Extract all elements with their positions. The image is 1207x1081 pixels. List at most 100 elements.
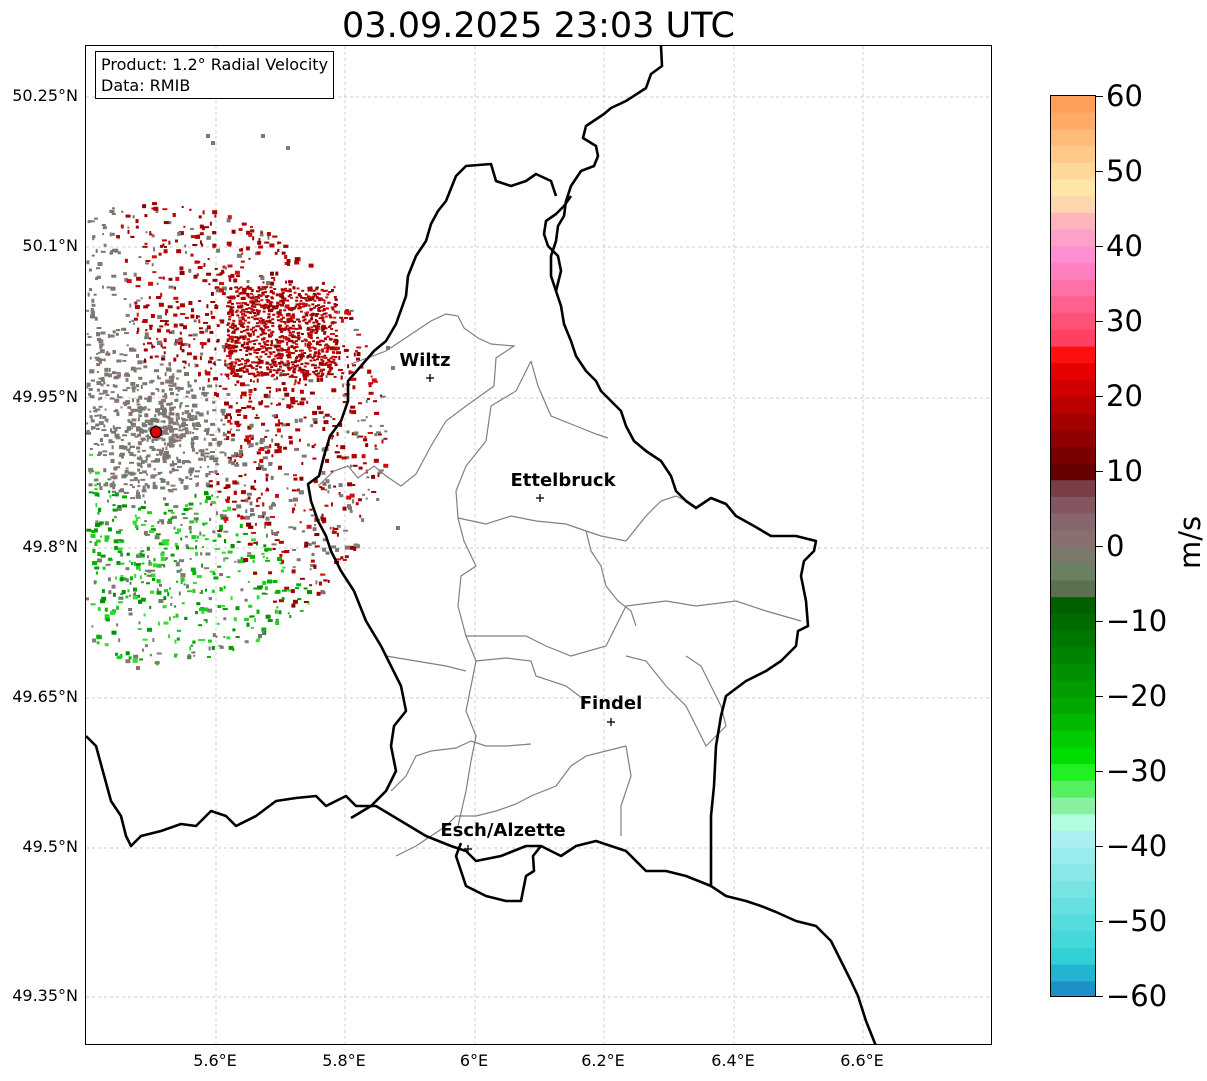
colorbar-band xyxy=(1051,112,1095,130)
colorbar-band xyxy=(1051,630,1095,648)
colorbar-band xyxy=(1051,964,1095,982)
colorbar-band xyxy=(1051,146,1095,164)
colorbar-tick-mark xyxy=(1096,846,1103,847)
colorbar-tick-mark xyxy=(1096,321,1103,322)
colorbar-band xyxy=(1051,647,1095,665)
colorbar-band xyxy=(1051,663,1095,682)
national-borders xyxy=(86,46,877,1044)
colorbar-band xyxy=(1051,346,1095,364)
colorbar-band xyxy=(1051,613,1095,632)
colorbar-band xyxy=(1051,96,1095,114)
city-markers xyxy=(426,374,615,853)
colorbar-band xyxy=(1051,847,1095,865)
colorbar-band xyxy=(1051,981,1095,996)
colorbar-band xyxy=(1051,547,1095,565)
lon-tick-label: 5.6°E xyxy=(193,1051,237,1070)
colorbar-unit-label: m/s xyxy=(1173,515,1207,569)
colorbar-tick-label: −30 xyxy=(1106,754,1168,788)
colorbar-tick-label: −60 xyxy=(1106,979,1168,1013)
colorbar-tick-mark xyxy=(1096,246,1103,247)
colorbar-band xyxy=(1051,162,1095,181)
product-info-box: Product: 1.2° Radial Velocity Data: RMIB xyxy=(95,51,335,99)
colorbar-band xyxy=(1051,212,1095,231)
colorbar-band xyxy=(1051,563,1095,581)
colorbar-tick-label: 10 xyxy=(1106,454,1143,488)
colorbar-band xyxy=(1051,229,1095,247)
colorbar-tick-label: −50 xyxy=(1106,904,1168,938)
colorbar-band xyxy=(1051,179,1095,197)
map-panel[interactable] xyxy=(85,45,992,1045)
colorbar-tick-label: −20 xyxy=(1106,679,1168,713)
colorbar-band xyxy=(1051,530,1095,548)
colorbar-band xyxy=(1051,196,1095,214)
gridlines xyxy=(86,46,991,1044)
lon-tick-label: 6.2°E xyxy=(581,1051,625,1070)
colorbar-band xyxy=(1051,797,1095,815)
colorbar-band xyxy=(1051,446,1095,465)
lat-tick-label: 49.8°N xyxy=(22,537,78,556)
lon-tick-label: 6°E xyxy=(459,1051,489,1070)
velocity-colorbar xyxy=(1050,95,1096,997)
map-title: 03.09.2025 23:03 UTC xyxy=(342,6,735,46)
colorbar-band xyxy=(1051,597,1095,615)
colorbar-tick-mark xyxy=(1096,96,1103,97)
colorbar-tick-label: 30 xyxy=(1106,304,1143,338)
colorbar-tick-label: −40 xyxy=(1106,829,1168,863)
colorbar-band xyxy=(1051,714,1095,732)
colorbar-band xyxy=(1051,814,1095,832)
colorbar-band xyxy=(1051,129,1095,147)
lon-tick-label: 6.4°E xyxy=(711,1051,755,1070)
canton-borders xyxy=(317,313,802,857)
colorbar-tick-mark xyxy=(1096,396,1103,397)
colorbar-tick-label: −10 xyxy=(1106,604,1168,638)
colorbar-tick-label: 60 xyxy=(1106,79,1143,113)
colorbar-band xyxy=(1051,363,1095,381)
colorbar-band xyxy=(1051,463,1095,481)
colorbar-band xyxy=(1051,246,1095,264)
colorbar-band xyxy=(1051,881,1095,899)
city-label-ettelbruck: Ettelbruck xyxy=(510,470,616,491)
city-label-esch-alzette: Esch/Alzette xyxy=(440,820,566,841)
colorbar-tick-label: 20 xyxy=(1106,379,1143,413)
colorbar-band xyxy=(1051,747,1095,765)
colorbar-band xyxy=(1051,680,1095,698)
colorbar-band xyxy=(1051,279,1095,298)
colorbar-band xyxy=(1051,263,1095,281)
lat-tick-label: 49.35°N xyxy=(12,986,78,1005)
data-source-label: Data: RMIB xyxy=(101,76,191,95)
colorbar-band xyxy=(1051,897,1095,916)
colorbar-tick-mark xyxy=(1096,546,1103,547)
product-label: Product: 1.2° Radial Velocity xyxy=(101,55,329,74)
lat-tick-label: 50.1°N xyxy=(22,236,78,255)
colorbar-band xyxy=(1051,513,1095,531)
colorbar-tick-mark xyxy=(1096,996,1103,997)
colorbar-tick-mark xyxy=(1096,921,1103,922)
colorbar-tick-label: 50 xyxy=(1106,154,1143,188)
lon-tick-label: 5.8°E xyxy=(322,1051,366,1070)
colorbar-band xyxy=(1051,914,1095,932)
colorbar-tick-label: 40 xyxy=(1106,229,1143,263)
lat-tick-label: 50.25°N xyxy=(12,86,78,105)
colorbar-band xyxy=(1051,580,1095,598)
colorbar-tick-mark xyxy=(1096,771,1103,772)
colorbar-tick-mark xyxy=(1096,471,1103,472)
lon-tick-label: 6.6°E xyxy=(840,1051,884,1070)
colorbar-gradient xyxy=(1051,96,1095,996)
colorbar-band xyxy=(1051,480,1095,498)
colorbar-band xyxy=(1051,780,1095,799)
colorbar-band xyxy=(1051,296,1095,314)
colorbar-band xyxy=(1051,496,1095,515)
lat-tick-label: 49.65°N xyxy=(12,687,78,706)
map-canvas xyxy=(86,46,991,1044)
radar-site-marker xyxy=(149,425,163,439)
colorbar-band xyxy=(1051,764,1095,782)
colorbar-band xyxy=(1051,329,1095,348)
colorbar-band xyxy=(1051,830,1095,849)
colorbar-band xyxy=(1051,697,1095,715)
city-label-findel: Findel xyxy=(579,693,643,714)
colorbar-band xyxy=(1051,396,1095,414)
lat-tick-label: 49.95°N xyxy=(12,387,78,406)
colorbar-band xyxy=(1051,413,1095,431)
colorbar-tick-label: 0 xyxy=(1106,529,1125,563)
colorbar-tick-mark xyxy=(1096,171,1103,172)
